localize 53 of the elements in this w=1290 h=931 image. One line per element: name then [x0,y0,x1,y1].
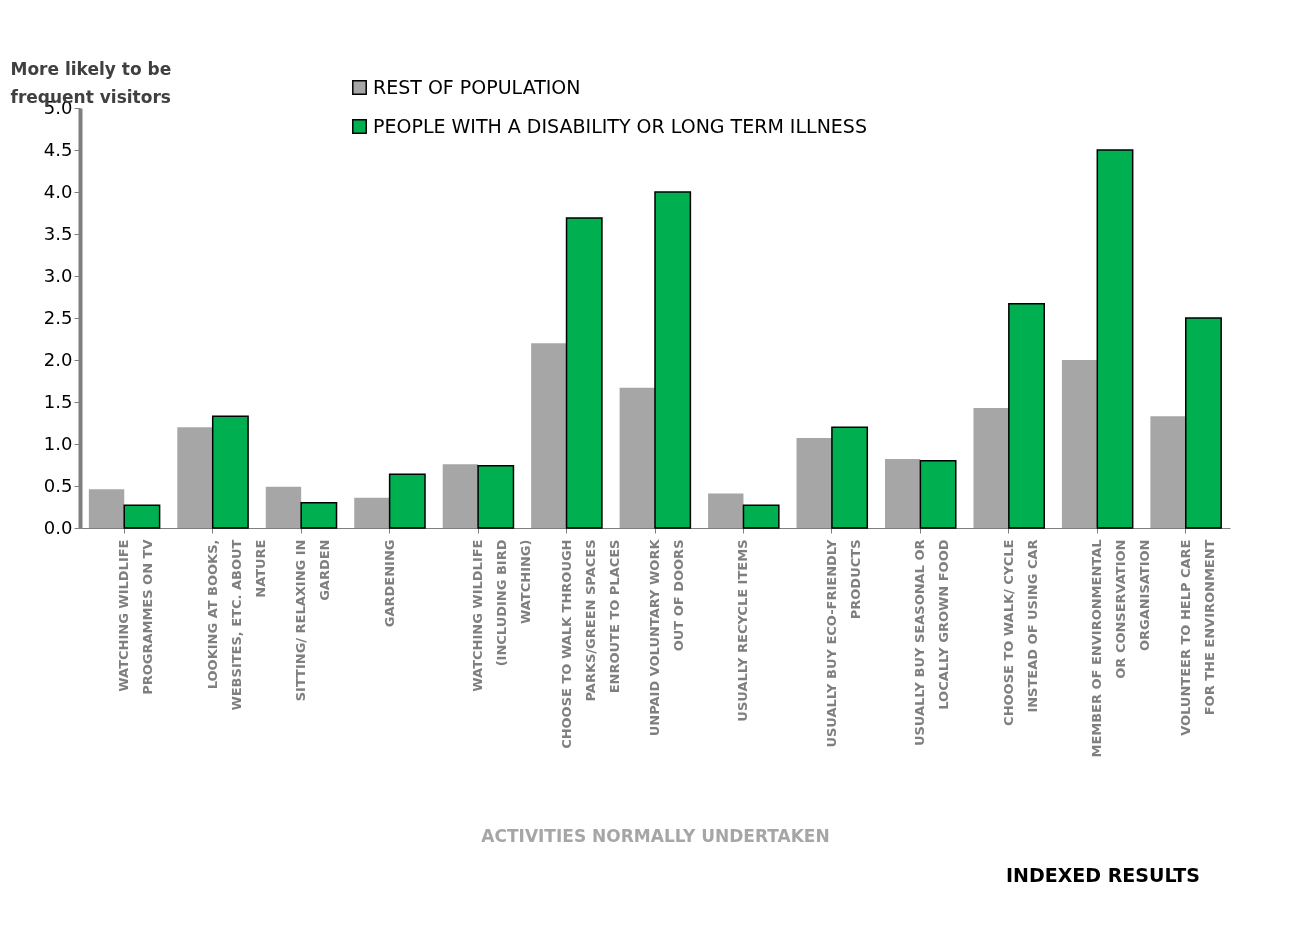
bar [388,473,426,529]
bar [211,415,249,529]
y-tick-label: 3.5 [43,222,73,244]
y-tick-label: 1.0 [43,432,73,454]
bar [531,343,567,528]
bar [88,489,125,528]
bar [265,486,302,528]
bar [619,387,655,528]
x-tick-label: USUALLY BUY ECO-FRIENDLY PRODUCTS [823,538,863,748]
bar [300,502,338,529]
x-tick-label: USUALLY BUY SEASONAL OR LOCALLY GROWN FOOD [912,539,952,747]
bar [123,504,161,529]
bar [354,497,390,528]
bar [831,426,869,529]
bar [973,407,1009,528]
bar [477,465,515,529]
x-tick-label: CHOOSE TO WALK/ CYCLE INSTEAD OF USING CAR [1000,539,1040,726]
bar [919,460,957,529]
legend-label: REST OF POPULATION [373,75,581,98]
y-tick-label: 2.5 [43,306,73,328]
y-tick-label: 4.0 [43,180,73,202]
x-tick-label: UNPAID VOLUNTARY WORK OUT OF DOORS [647,538,686,737]
x-tick-label: WATCHING WILDLIFE PROGRAMMES ON TV [116,539,156,695]
bar [742,504,780,529]
x-axis-title: ACTIVITIES NORMALLY UNDERTAKEN [481,825,830,846]
x-tick-label: LOOKING AT BOOKS, WEBSITES, ETC. ABOUT NATURE [204,539,268,711]
bar [885,459,921,528]
x-tick-label: SITTING/ RELAXING IN GARDEN [293,539,333,702]
x-tick-label: WATCHING WILDLIFE (INCLUDING BIRD WATCHING) [470,539,534,692]
bar [796,438,832,528]
bar [708,493,744,528]
y-tick-label: 0.0 [43,516,73,538]
legend-label: PEOPLE WITH A DISABILITY OR LONG TERM ILLNESS [373,114,867,137]
bar [654,191,692,529]
y-tick-label: 1.5 [43,390,73,412]
bar [1185,317,1222,529]
y-tick-label: 2.0 [43,348,73,370]
bar [1096,149,1134,529]
x-tick-label: CHOOSE TO WALK THROUGH PARKS/GREEN SPACES ENROUTE TO PLACES [558,539,622,749]
bar [442,464,479,528]
y-tick-label: 4.5 [43,138,73,160]
x-tick-label: VOLUNTEER TO HELP CARE FOR THE ENVIRONMENT [1177,539,1217,736]
bar [177,427,213,528]
x-tick-label: USUALLY RECYCLE ITEMS [735,539,751,722]
bar [565,217,603,529]
text: INDEXED RESULTS [1004,864,1200,886]
bar [1008,302,1045,529]
y-tick-label: 3.0 [43,264,73,286]
x-tick-label: MEMBER OF ENVIRONMENTAL OR CONSERVATION ORGANISATION [1089,539,1153,758]
y-tick-label: 0.5 [43,474,73,496]
bar [1150,416,1186,528]
bar [1061,360,1098,528]
x-tick-label: GARDENING [381,539,397,628]
